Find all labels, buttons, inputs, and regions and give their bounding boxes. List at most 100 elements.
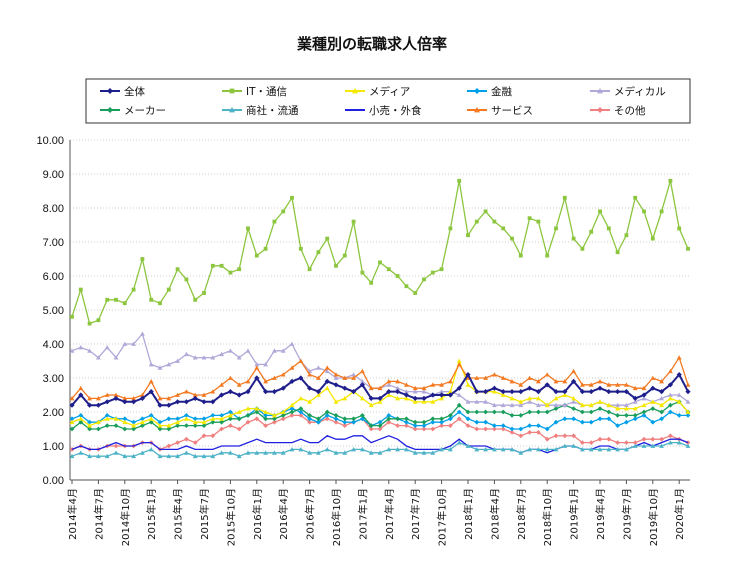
data-point (280, 348, 286, 353)
data-point (157, 402, 163, 408)
data-point (377, 385, 383, 391)
data-point (342, 385, 348, 391)
legend-entry: メーカー (100, 105, 166, 117)
data-point (413, 291, 418, 295)
data-point (615, 389, 621, 395)
data-point (562, 392, 568, 397)
data-point (227, 389, 233, 395)
legend-swatch-marker (107, 107, 113, 113)
data-point (272, 348, 277, 353)
data-point (166, 396, 172, 401)
data-point (87, 396, 92, 401)
data-point (192, 416, 198, 422)
series-1 (70, 178, 690, 326)
y-tick-label: 8.00 (43, 203, 64, 215)
series-9 (69, 413, 691, 452)
data-point (641, 392, 647, 398)
data-point (351, 447, 356, 452)
data-point (359, 382, 365, 388)
data-point (378, 260, 382, 265)
data-point (412, 426, 418, 432)
data-point (148, 416, 154, 421)
data-point (201, 355, 207, 360)
data-point (69, 396, 75, 401)
data-point (307, 419, 312, 425)
data-point (615, 440, 620, 445)
data-point (201, 416, 207, 422)
data-point (412, 419, 418, 425)
data-point (606, 226, 611, 231)
data-point (254, 362, 260, 367)
data-point (571, 368, 576, 374)
data-point (509, 426, 515, 432)
data-point (175, 358, 180, 363)
data-point (324, 416, 330, 422)
x-tick-label: 2017年10月 (436, 488, 449, 546)
data-point (518, 413, 524, 418)
data-point (430, 392, 436, 398)
data-point (78, 413, 84, 418)
data-point (184, 416, 189, 421)
data-point (70, 314, 74, 319)
data-point (421, 395, 427, 401)
data-point (184, 413, 189, 418)
data-point (263, 413, 268, 418)
data-point (386, 267, 391, 272)
data-point (404, 423, 409, 428)
data-point (351, 419, 356, 425)
data-point (580, 419, 585, 425)
data-point (166, 453, 172, 459)
data-point (104, 423, 110, 428)
data-point (271, 389, 277, 395)
data-point (386, 416, 392, 422)
data-point (474, 389, 480, 395)
data-point (192, 419, 198, 425)
data-point (289, 378, 295, 384)
data-point (210, 263, 215, 268)
data-point (668, 368, 673, 374)
data-point (245, 379, 251, 384)
data-point (632, 416, 638, 422)
data-point (113, 416, 119, 421)
data-point (483, 409, 488, 415)
data-point (263, 379, 268, 384)
data-point (386, 379, 392, 384)
data-point (439, 447, 444, 452)
data-point (500, 423, 506, 428)
data-point (290, 195, 294, 200)
data-point (175, 399, 181, 405)
data-point (439, 389, 444, 394)
data-point (527, 396, 532, 401)
data-point (659, 389, 665, 395)
data-point (210, 419, 216, 425)
x-tick-label: 2014年10月 (119, 488, 132, 546)
data-point (492, 409, 497, 415)
data-point (553, 389, 559, 395)
data-point (316, 416, 321, 422)
data-point (553, 447, 559, 452)
data-point (641, 396, 647, 401)
legend-swatch-marker (107, 88, 113, 94)
data-point (298, 413, 304, 418)
data-point (96, 453, 101, 459)
data-point (236, 355, 242, 360)
x-tick-label: 2016年7月 (304, 488, 317, 540)
data-point (430, 419, 436, 425)
data-point (518, 389, 524, 395)
data-point (554, 226, 558, 231)
data-point (536, 430, 541, 435)
legend-entry: サービス (467, 105, 533, 117)
data-point (685, 382, 691, 387)
data-point (395, 416, 400, 422)
data-point (360, 368, 365, 374)
data-point (580, 440, 585, 445)
data-point (333, 416, 339, 422)
data-point (650, 443, 656, 448)
data-point (412, 423, 418, 428)
data-point (632, 385, 638, 391)
legend-entry: 小売・外食 (345, 104, 422, 117)
data-point (104, 392, 110, 397)
data-point (598, 209, 602, 214)
data-point (236, 409, 242, 414)
legend-label: メディア (369, 85, 410, 98)
